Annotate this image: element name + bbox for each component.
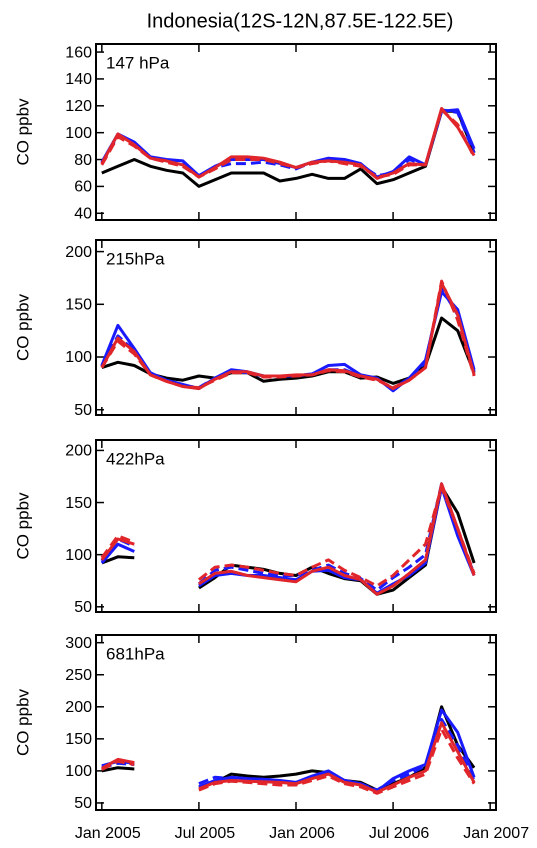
plot-frame: [95, 439, 497, 613]
panel-label: 681hPa: [106, 644, 165, 663]
y-axis-label: CO ppbv: [13, 98, 32, 166]
x-tick-label: Jan 2007: [463, 825, 529, 842]
x-tick-label: Jan 2006: [269, 825, 335, 842]
y-tick-label: 80: [74, 152, 92, 169]
panel: 50 100 150 200 250 300 Jan 2005 Jul 2005 Jan 200…: [13, 634, 529, 842]
y-tick-label: 200: [65, 244, 92, 261]
x-tick-label: Jul 2006: [369, 825, 430, 842]
y-tick-label: 140: [65, 71, 92, 88]
x-tick-label: Jul 2005: [175, 825, 236, 842]
panel: 40 60 80 100 120 140 160 147 hPa CO ppbv: [13, 43, 497, 223]
panel: 50 100 150 200 422hPa CO ppbv: [13, 439, 497, 616]
panel-label: 215hPa: [106, 249, 165, 268]
x-tick-label: Jan 2005: [75, 825, 141, 842]
chart-title: Indonesia(12S-12N,87.5E-122.5E): [147, 10, 454, 32]
y-tick-label: 60: [74, 179, 92, 196]
y-tick-label: 200: [65, 699, 92, 716]
y-tick-label: 120: [65, 98, 92, 115]
panel-label: 147 hPa: [106, 53, 170, 72]
y-tick-label: 50: [74, 402, 92, 419]
series-line: [100, 485, 476, 588]
y-axis-label: CO ppbv: [13, 688, 32, 756]
y-axis-label: CO ppbv: [13, 293, 32, 361]
y-tick-label: 160: [65, 44, 92, 61]
panel: 50 100 150 200 215hPa CO ppbv: [13, 239, 497, 419]
y-tick-label: 300: [65, 635, 92, 652]
plot-frame: [95, 634, 497, 811]
series-line: [101, 109, 476, 188]
y-tick-label: 50: [74, 795, 92, 812]
y-tick-label: 200: [65, 443, 92, 460]
y-tick-label: 40: [74, 206, 92, 223]
y-tick-label: 50: [74, 599, 92, 616]
y-tick-label: 150: [65, 731, 92, 748]
y-tick-label: 100: [65, 547, 92, 564]
series-line: [100, 108, 476, 179]
series-line: [101, 727, 476, 795]
y-axis-label: CO ppbv: [13, 492, 32, 560]
panel-label: 422hPa: [106, 449, 165, 468]
y-tick-label: 150: [65, 297, 92, 314]
series-line: [100, 279, 476, 390]
plot-frame: [95, 43, 497, 221]
y-tick-label: 100: [65, 349, 92, 366]
y-tick-label: 150: [65, 495, 92, 512]
y-tick-label: 100: [65, 125, 92, 142]
y-tick-label: 100: [65, 763, 92, 780]
plot-frame: [95, 239, 497, 416]
y-tick-label: 250: [65, 667, 92, 684]
